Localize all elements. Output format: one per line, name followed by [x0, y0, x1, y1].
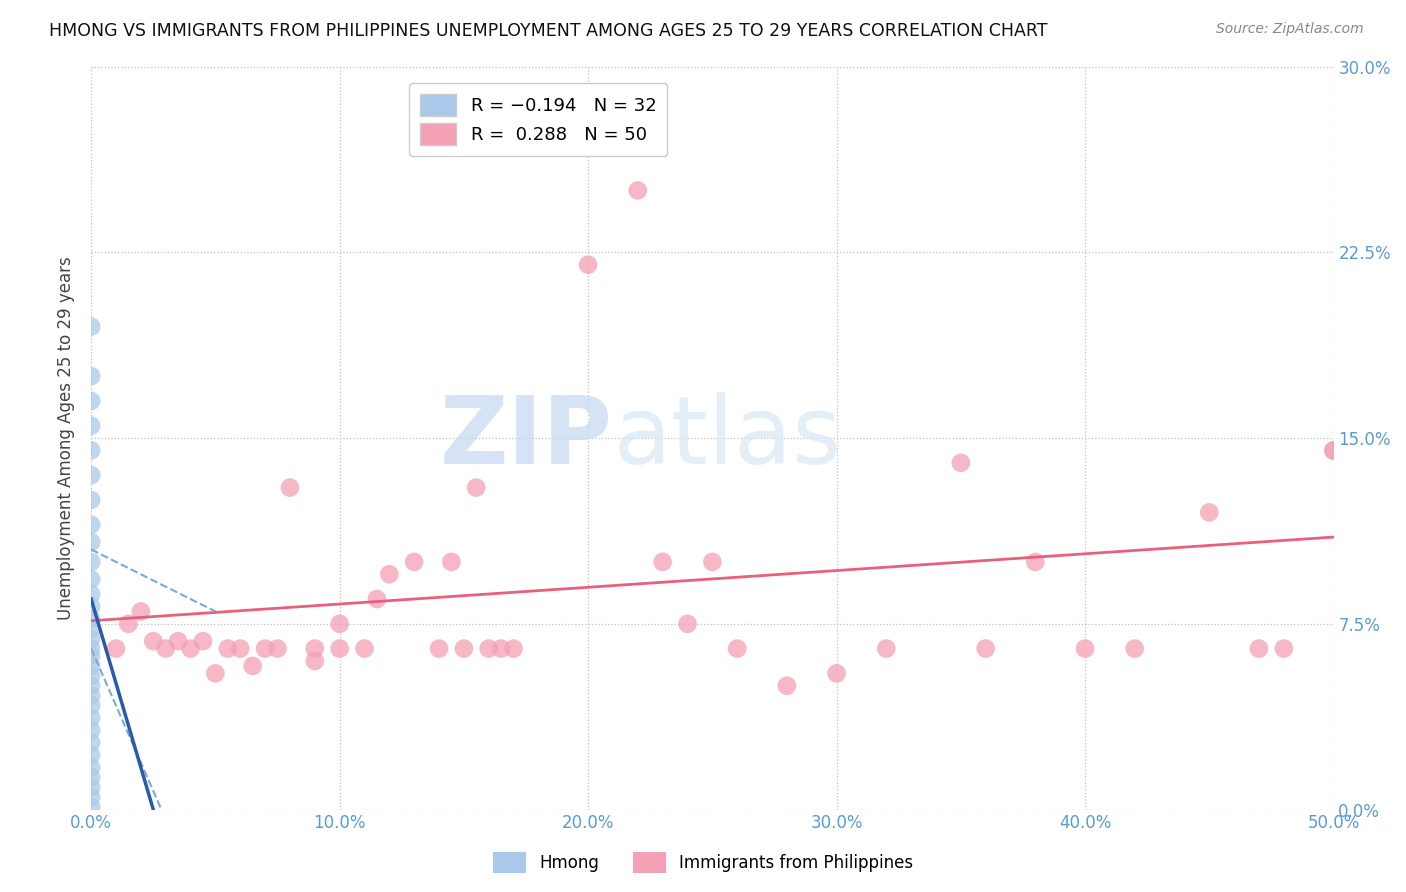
- Point: [329, 616, 352, 631]
- Point: [80, 689, 103, 703]
- Point: [204, 666, 226, 681]
- Point: [180, 641, 202, 656]
- Point: [80, 800, 103, 814]
- Point: [453, 641, 475, 656]
- Point: [167, 634, 190, 648]
- Point: [1272, 641, 1295, 656]
- Point: [676, 616, 699, 631]
- Text: ZIP: ZIP: [440, 392, 613, 484]
- Text: atlas: atlas: [613, 392, 841, 484]
- Point: [80, 790, 103, 805]
- Point: [489, 641, 512, 656]
- Point: [974, 641, 997, 656]
- Point: [80, 622, 103, 636]
- Point: [80, 599, 103, 614]
- Point: [440, 555, 463, 569]
- Point: [1074, 641, 1097, 656]
- Legend: Hmong, Immigrants from Philippines: Hmong, Immigrants from Philippines: [486, 846, 920, 880]
- Point: [80, 711, 103, 725]
- Point: [80, 443, 103, 458]
- Point: [80, 723, 103, 738]
- Point: [266, 641, 288, 656]
- Point: [80, 493, 103, 508]
- Point: [1024, 555, 1046, 569]
- Point: [875, 641, 897, 656]
- Point: [329, 641, 352, 656]
- Point: [191, 634, 214, 648]
- Point: [80, 418, 103, 433]
- Point: [651, 555, 673, 569]
- Point: [242, 659, 264, 673]
- Point: [142, 634, 165, 648]
- Point: [80, 612, 103, 626]
- Point: [80, 770, 103, 784]
- Point: [80, 659, 103, 673]
- Point: [80, 679, 103, 693]
- Point: [576, 258, 599, 272]
- Text: HMONG VS IMMIGRANTS FROM PHILIPPINES UNEMPLOYMENT AMONG AGES 25 TO 29 YEARS CORR: HMONG VS IMMIGRANTS FROM PHILIPPINES UNE…: [49, 22, 1047, 40]
- Point: [80, 747, 103, 762]
- Point: [155, 641, 177, 656]
- Point: [366, 592, 388, 607]
- Point: [465, 481, 488, 495]
- Point: [217, 641, 239, 656]
- Point: [80, 632, 103, 646]
- Point: [80, 319, 103, 334]
- Y-axis label: Unemployment Among Ages 25 to 29 years: Unemployment Among Ages 25 to 29 years: [58, 256, 75, 620]
- Point: [527, 134, 550, 148]
- Point: [702, 555, 724, 569]
- Point: [353, 641, 375, 656]
- Point: [949, 456, 972, 470]
- Point: [1247, 641, 1270, 656]
- Point: [304, 641, 326, 656]
- Point: [278, 481, 301, 495]
- Point: [404, 555, 426, 569]
- Point: [105, 641, 128, 656]
- Point: [776, 679, 799, 693]
- Point: [1198, 505, 1220, 519]
- Point: [80, 555, 103, 569]
- Point: [80, 641, 103, 656]
- Point: [80, 535, 103, 549]
- Point: [254, 641, 277, 656]
- Point: [129, 604, 152, 618]
- Point: [229, 641, 252, 656]
- Point: [80, 587, 103, 601]
- Point: [427, 641, 450, 656]
- Point: [80, 517, 103, 532]
- Point: [725, 641, 748, 656]
- Point: [627, 183, 650, 197]
- Point: [1322, 443, 1344, 458]
- Point: [80, 369, 103, 384]
- Point: [80, 780, 103, 795]
- Point: [80, 648, 103, 663]
- Point: [80, 669, 103, 683]
- Point: [80, 572, 103, 586]
- Legend: R = −0.194   N = 32, R =  0.288   N = 50: R = −0.194 N = 32, R = 0.288 N = 50: [409, 83, 668, 156]
- Point: [1123, 641, 1146, 656]
- Point: [80, 698, 103, 713]
- Point: [378, 567, 401, 582]
- Point: [80, 393, 103, 408]
- Point: [80, 736, 103, 750]
- Point: [502, 641, 524, 656]
- Text: Source: ZipAtlas.com: Source: ZipAtlas.com: [1216, 22, 1364, 37]
- Point: [117, 616, 139, 631]
- Point: [80, 760, 103, 774]
- Point: [825, 666, 848, 681]
- Point: [80, 468, 103, 483]
- Point: [478, 641, 501, 656]
- Point: [304, 654, 326, 668]
- Point: [1322, 443, 1344, 458]
